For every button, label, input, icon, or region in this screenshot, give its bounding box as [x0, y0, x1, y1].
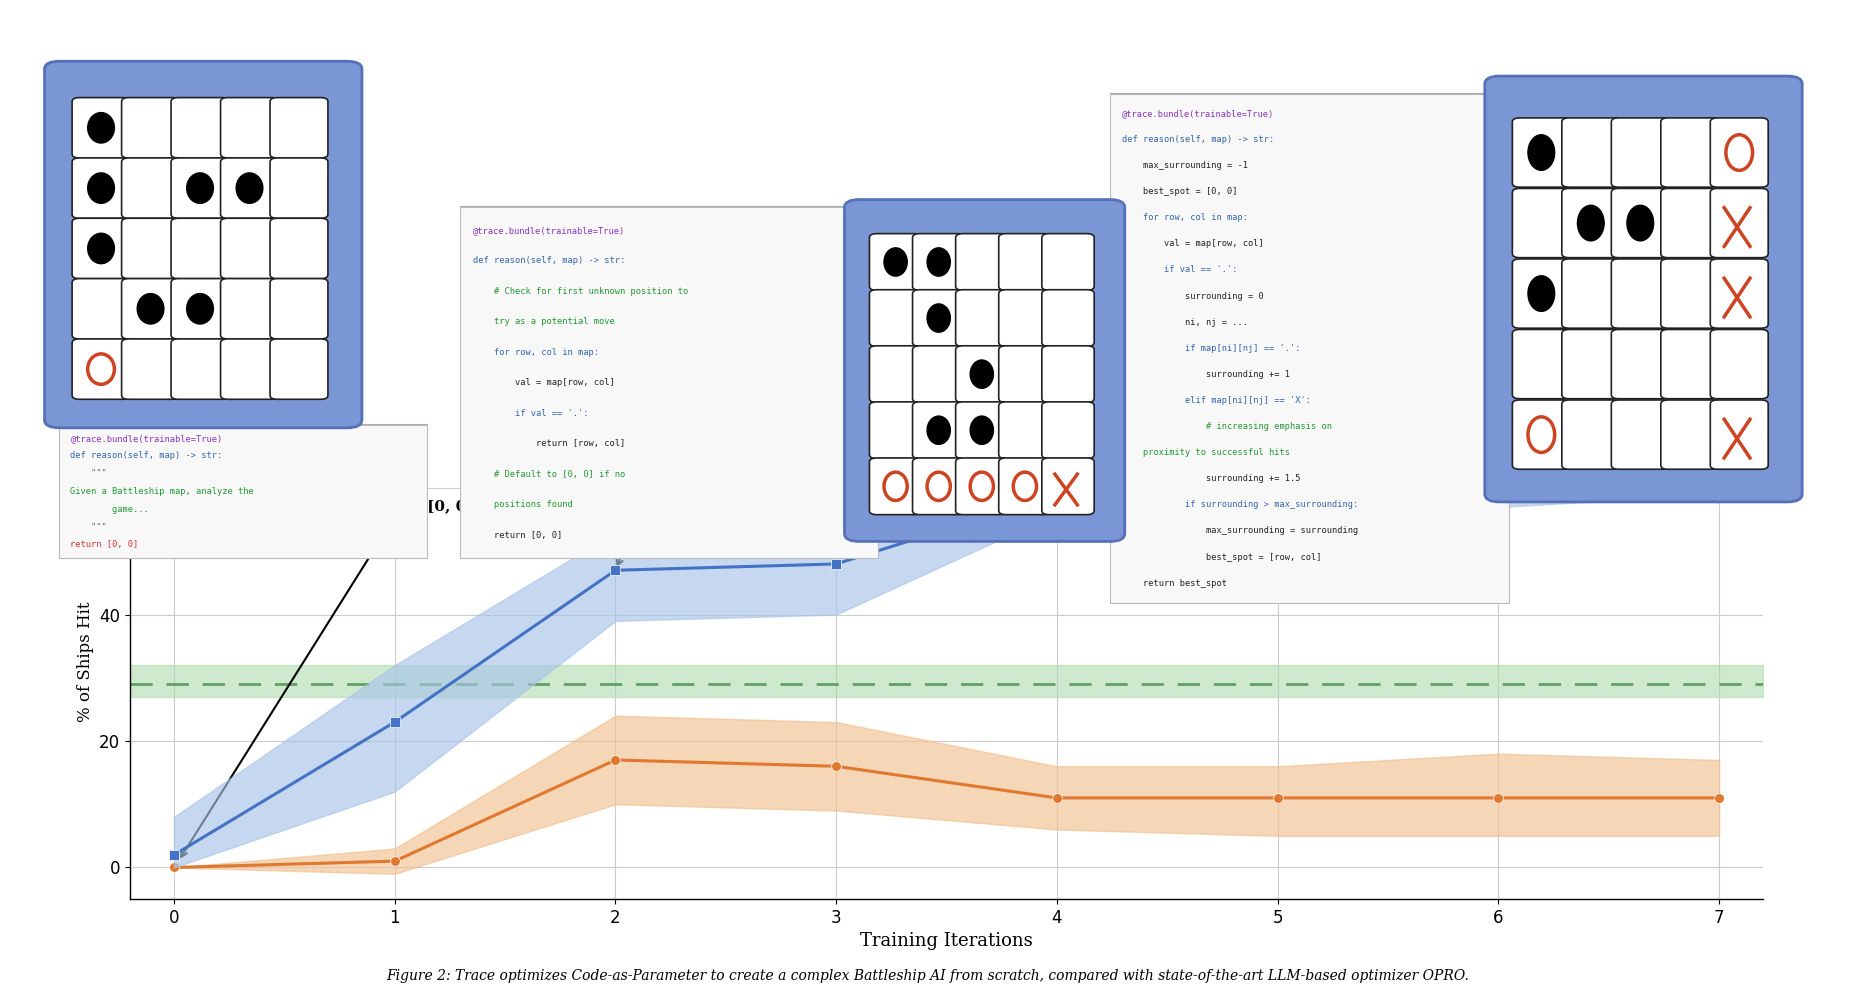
Text: return best_spot: return best_spot — [1120, 579, 1226, 588]
Text: for row, col in map:: for row, col in map: — [1120, 213, 1247, 222]
Text: ni, nj = ...: ni, nj = ... — [1120, 318, 1247, 327]
Text: if val == '.':: if val == '.': — [473, 409, 588, 418]
Text: @trace.bundle(trainable=True): @trace.bundle(trainable=True) — [473, 226, 625, 235]
Text: surrounding += 1: surrounding += 1 — [1120, 370, 1289, 378]
Text: try as a potential move: try as a potential move — [473, 317, 614, 326]
Text: @trace.bundle(trainable=True): @trace.bundle(trainable=True) — [1120, 109, 1273, 118]
Text: val = map[row, col]: val = map[row, col] — [1120, 239, 1263, 248]
Text: game...: game... — [70, 505, 148, 514]
X-axis label: Training Iterations: Training Iterations — [859, 933, 1033, 950]
Text: def reason(self, map) -> str:: def reason(self, map) -> str: — [70, 452, 223, 460]
Text: proximity to successful hits: proximity to successful hits — [1120, 449, 1289, 457]
Text: surrounding = 0: surrounding = 0 — [1120, 291, 1263, 300]
Text: Balance unexplored squares vs
adjacent to previous hits: Balance unexplored squares vs adjacent t… — [1321, 444, 1712, 478]
Text: Figure 2: Trace optimizes Code-as-Parameter to create a complex Battleship AI fr: Figure 2: Trace optimizes Code-as-Parame… — [386, 969, 1469, 983]
Text: if val == '.':: if val == '.': — [1120, 266, 1237, 275]
Text: """: """ — [70, 469, 108, 478]
Text: best_spot = [0, 0]: best_spot = [0, 0] — [1120, 187, 1237, 197]
Text: val = map[row, col]: val = map[row, col] — [473, 378, 614, 387]
Text: Learn to
enumerate all squares: Learn to enumerate all squares — [564, 444, 755, 565]
Text: @trace.bundle(trainable=True): @trace.bundle(trainable=True) — [70, 434, 223, 443]
Text: if surrounding > max_surrounding:: if surrounding > max_surrounding: — [1120, 500, 1358, 510]
Text: Given a Battleship map, analyze the: Given a Battleship map, analyze the — [70, 487, 254, 496]
Text: # Default to [0, 0] if no: # Default to [0, 0] if no — [473, 470, 625, 479]
Text: if map[ni][nj] == '.':: if map[ni][nj] == '.': — [1120, 344, 1300, 353]
Text: return [row, col]: return [row, col] — [473, 440, 625, 449]
Text: elif map[ni][nj] == 'X':: elif map[ni][nj] == 'X': — [1120, 396, 1310, 405]
Text: Only guess [0, 0]: Only guess [0, 0] — [182, 500, 473, 857]
Text: return [0, 0]: return [0, 0] — [473, 531, 562, 539]
Text: def reason(self, map) -> str:: def reason(self, map) -> str: — [473, 256, 625, 266]
Text: def reason(self, map) -> str:: def reason(self, map) -> str: — [1120, 135, 1273, 144]
Text: for row, col in map:: for row, col in map: — [473, 348, 599, 357]
Text: return [0, 0]: return [0, 0] — [70, 540, 139, 549]
Text: surrounding += 1.5: surrounding += 1.5 — [1120, 474, 1300, 483]
Text: """: """ — [70, 523, 108, 532]
Text: # increasing emphasis on: # increasing emphasis on — [1120, 422, 1332, 431]
Y-axis label: % of Ships Hit: % of Ships Hit — [76, 602, 93, 722]
Text: max_surrounding = surrounding: max_surrounding = surrounding — [1120, 527, 1358, 535]
Text: best_spot = [row, col]: best_spot = [row, col] — [1120, 552, 1321, 561]
Text: # Check for first unknown position to: # Check for first unknown position to — [473, 287, 688, 295]
Text: max_surrounding = -1: max_surrounding = -1 — [1120, 161, 1247, 170]
Text: positions found: positions found — [473, 500, 571, 510]
